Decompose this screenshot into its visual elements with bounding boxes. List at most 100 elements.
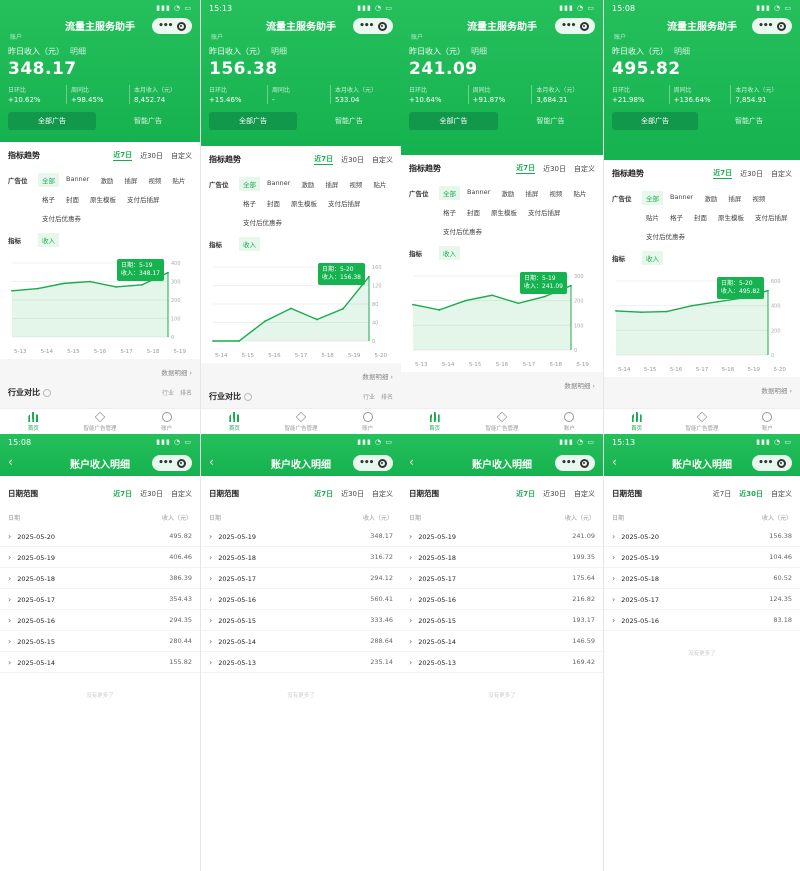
table-row[interactable]: 2025-05-13 235.14	[201, 652, 401, 673]
chip-ad-position[interactable]: 封面	[467, 209, 480, 217]
table-row[interactable]: 2025-05-13 169.42	[401, 652, 603, 673]
chip-ad-position[interactable]: 视频	[549, 190, 563, 198]
chip-ad-position[interactable]: 贴片	[172, 177, 186, 185]
table-row[interactable]: 2025-05-17 294.12	[201, 568, 401, 589]
data-point[interactable]	[264, 320, 266, 323]
miniprogram-capsule[interactable]: •••	[353, 455, 393, 471]
tabbar-smart-ad[interactable]: 智能广告管理	[669, 409, 734, 434]
chip-ad-position[interactable]: Banner	[66, 175, 90, 183]
chip-ad-position[interactable]: 插屏	[525, 190, 539, 198]
table-row[interactable]: 2025-05-14 288.64	[201, 631, 401, 652]
income-detail-link[interactable]: 明细	[471, 47, 487, 56]
table-row[interactable]: 2025-05-16 294.35	[0, 610, 200, 631]
miniprogram-capsule[interactable]: •••	[752, 455, 792, 471]
data-point[interactable]	[691, 304, 693, 307]
chip-ad-position[interactable]: 插屏	[124, 177, 138, 185]
chip-ad-position[interactable]: 支付后插屏	[328, 200, 361, 208]
industry-option[interactable]: 排名	[380, 394, 393, 401]
tabbar-home[interactable]: 首页	[201, 409, 268, 434]
tabbar-home[interactable]: 首页	[0, 409, 67, 434]
more-icon[interactable]: •••	[158, 20, 173, 31]
chip-metric-income[interactable]: 收入	[38, 233, 59, 247]
tab-smart-ads[interactable]: 智能广告	[335, 117, 363, 125]
chip-ad-position[interactable]: Banner	[267, 179, 291, 187]
income-detail-link[interactable]: 明细	[674, 47, 690, 56]
table-row[interactable]: 2025-05-20 495.82	[0, 526, 200, 547]
table-row[interactable]: 2025-05-19 348.17	[201, 526, 401, 547]
miniprogram-capsule[interactable]: •••	[152, 455, 192, 471]
tab-all-ads[interactable]: 全部广告	[409, 112, 498, 130]
chip-metric-income[interactable]: 收入	[642, 251, 663, 265]
table-row[interactable]: 2025-05-15 333.46	[201, 610, 401, 631]
close-target-icon[interactable]	[176, 21, 186, 31]
range-custom[interactable]: 自定义	[771, 169, 792, 178]
chip-ad-position[interactable]: 格子	[42, 196, 55, 204]
close-target-icon[interactable]	[579, 21, 589, 31]
data-point[interactable]	[212, 340, 214, 342]
back-arrow-icon[interactable]: ‹	[8, 455, 13, 469]
chip-ad-position[interactable]: 插屏	[325, 181, 339, 189]
data-point[interactable]	[640, 311, 643, 314]
miniprogram-capsule[interactable]: •••	[555, 455, 595, 471]
range-custom[interactable]: 自定义	[372, 489, 393, 498]
chip-ad-position[interactable]: 格子	[670, 214, 683, 222]
chip-ad-position[interactable]: 视频	[349, 181, 363, 189]
range-30d[interactable]: 近30日	[341, 489, 364, 498]
tab-smart-ads[interactable]: 智能广告	[735, 117, 763, 125]
range-30d[interactable]: 近30日	[543, 164, 566, 173]
chip-ad-position[interactable]: 贴片	[646, 214, 659, 222]
income-detail-link[interactable]: 明细	[70, 47, 86, 56]
miniprogram-capsule[interactable]: •••	[555, 18, 595, 34]
tab-smart-ads[interactable]: 智能广告	[134, 117, 162, 125]
range-30d[interactable]: 近30日	[739, 489, 763, 498]
data-point[interactable]	[412, 303, 414, 306]
tabbar-account[interactable]: 账户	[334, 409, 401, 434]
chip-ad-position[interactable]: 激励	[301, 181, 315, 189]
more-icon[interactable]: •••	[758, 457, 773, 468]
tabbar-account[interactable]: 账户	[536, 409, 603, 434]
miniprogram-capsule[interactable]: •••	[152, 18, 192, 34]
data-point[interactable]	[63, 282, 65, 285]
range-7d[interactable]: 近7日	[712, 489, 732, 498]
data-point[interactable]	[37, 287, 39, 290]
chip-metric-income[interactable]: 收入	[239, 237, 260, 251]
help-icon[interactable]	[244, 392, 252, 401]
close-target-icon[interactable]	[176, 458, 186, 468]
tabbar-smart-ad[interactable]: 智能广告管理	[67, 409, 134, 434]
back-arrow-icon[interactable]: ‹	[612, 455, 617, 469]
close-target-icon[interactable]	[377, 21, 387, 31]
data-point[interactable]	[141, 283, 143, 286]
range-30d[interactable]: 近30日	[140, 151, 163, 160]
tab-all-ads[interactable]: 全部广告	[209, 112, 297, 130]
more-icon[interactable]: •••	[561, 20, 576, 31]
more-icon[interactable]: •••	[359, 457, 374, 468]
more-icon[interactable]: •••	[359, 20, 374, 31]
tabbar-home[interactable]: 首页	[401, 409, 468, 434]
chip-ad-position[interactable]: 格子	[443, 209, 456, 217]
table-row[interactable]: 2025-05-18 60.52	[604, 568, 800, 589]
chip-ad-position[interactable]: Banner	[670, 193, 694, 201]
chip-ad-position[interactable]: 全部	[439, 186, 460, 200]
table-row[interactable]: 2025-05-19 241.09	[401, 526, 603, 547]
tabbar-account[interactable]: 账户	[133, 409, 200, 434]
industry-option[interactable]: 行业	[161, 390, 174, 397]
tab-smart-ads[interactable]: 智能广告	[536, 117, 565, 125]
chip-ad-position[interactable]: 支付后插屏	[127, 196, 160, 204]
chip-ad-position[interactable]: 封面	[267, 200, 280, 208]
chip-ad-position[interactable]: 支付后优惠券	[646, 233, 685, 241]
more-icon[interactable]: •••	[758, 20, 773, 31]
close-target-icon[interactable]	[579, 458, 589, 468]
table-row[interactable]: 2025-05-16 216.82	[401, 589, 603, 610]
range-custom[interactable]: 自定义	[771, 489, 792, 498]
range-7d[interactable]: 近7日	[516, 164, 536, 174]
data-detail-link[interactable]: 数据明细 ›	[362, 373, 393, 381]
range-custom[interactable]: 自定义	[171, 489, 192, 498]
chip-ad-position[interactable]: 视频	[752, 195, 766, 203]
data-point[interactable]	[491, 294, 493, 297]
range-7d[interactable]: 近7日	[113, 489, 133, 498]
chip-ad-position[interactable]: 原生模板	[90, 196, 116, 204]
data-detail-link[interactable]: 数据明细 ›	[564, 382, 595, 390]
chip-ad-position[interactable]: 原生模板	[718, 214, 744, 222]
data-point[interactable]	[543, 295, 546, 298]
data-point[interactable]	[665, 310, 668, 313]
